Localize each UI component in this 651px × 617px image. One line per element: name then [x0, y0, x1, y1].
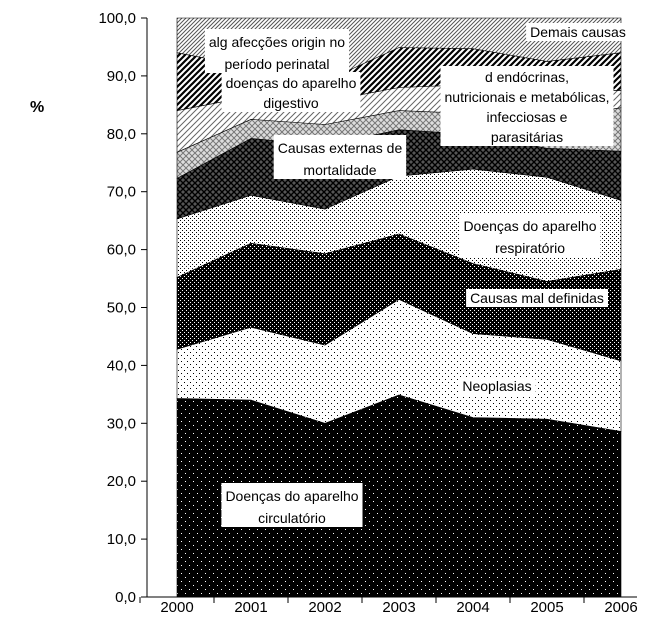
series-label-5: Causas externas de mortalidade [273, 135, 407, 179]
y-tick-label: 90,0 [107, 68, 136, 85]
x-tick-label: 2003 [382, 599, 415, 616]
series-label-line: mortalidade [303, 162, 376, 178]
series-label-line: alg afecções origin no [209, 34, 345, 50]
series-label-line: circulatório [258, 510, 326, 526]
y-tick-label: 10,0 [107, 531, 136, 548]
series-label-3: Causas mal definidas [466, 289, 608, 307]
series-label-6: d endócrinas, nutricionais e metabólicas,… [440, 66, 614, 146]
y-tick-label: 50,0 [107, 300, 136, 317]
series-label-line: Causas externas de [278, 140, 403, 156]
x-tick-label: 2000 [160, 599, 193, 616]
y-axis: 0,0 10,0 20,0 30,0 40,0 50,0 60,0 70,0 80,0 90,0 1… [98, 10, 147, 606]
y-tick-label: 30,0 [107, 415, 136, 432]
series-label-line: Doenças do aparelho [463, 218, 596, 234]
y-tick-label: 80,0 [107, 126, 136, 143]
x-tick-label: 2005 [530, 599, 563, 616]
series-label-line: parasitárias [491, 129, 563, 145]
y-tick-label: 100,0 [98, 10, 136, 27]
series-label-line: d endócrinas, [485, 69, 569, 85]
x-tick-label: 2004 [456, 599, 489, 616]
y-tick-label: 20,0 [107, 473, 136, 490]
series-label-line: respiratório [495, 240, 565, 256]
x-axis: 2000 2001 2002 2003 2004 2005 2006 [139, 597, 638, 616]
series-label-line: nutricionais e metabólicas, [445, 89, 610, 105]
series-label-9: Demais causas [526, 23, 630, 41]
y-tick-label: 60,0 [107, 242, 136, 259]
series-label-line: Demais causas [530, 24, 626, 40]
series-label-line: período perinatal [224, 56, 329, 72]
series-labels: Doenças do aparelho circulatório Neoplasia… [204, 23, 630, 527]
y-axis-label: % [30, 99, 44, 116]
y-tick-label: 70,0 [107, 184, 136, 201]
x-tick-label: 2006 [604, 599, 637, 616]
series-label-line: Doenças do aparelho [225, 488, 358, 504]
y-tick-label: 0,0 [115, 589, 136, 606]
x-tick-label: 2002 [308, 599, 341, 616]
series-label-4: Doenças do aparelho respiratório [459, 213, 601, 257]
y-tick-label: 40,0 [107, 357, 136, 374]
series-label-8: alg afecções origin no período perinatal [204, 29, 350, 73]
series-label-7: doenças do aparelho digestivo [221, 72, 361, 112]
series-label-line: doenças do aparelho [226, 75, 357, 91]
series-label-1: Doenças do aparelho circulatório [221, 483, 363, 527]
series-label-line: Causas mal definidas [470, 290, 604, 306]
series-label-line: infecciosas e [487, 109, 568, 125]
series-label-line: digestivo [263, 95, 318, 111]
series-label-line: Neoplasias [462, 378, 531, 394]
x-tick-label: 2001 [234, 599, 267, 616]
series-label-2: Neoplasias [458, 377, 536, 395]
